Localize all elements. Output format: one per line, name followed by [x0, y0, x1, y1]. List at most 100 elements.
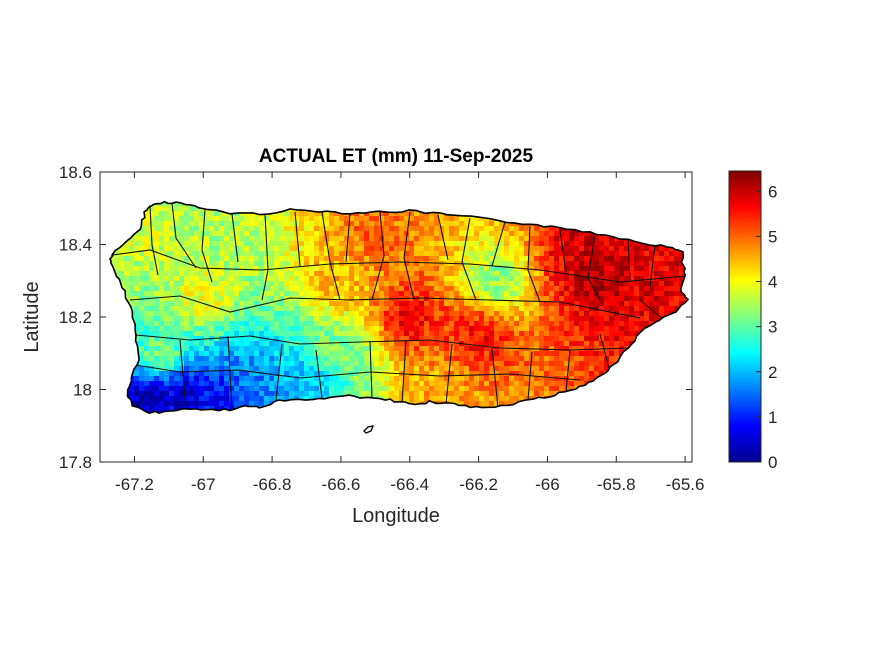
- heat-cell: [149, 356, 155, 362]
- heat-cell: [419, 271, 425, 277]
- heat-cell: [399, 316, 405, 322]
- heat-cell: [524, 296, 530, 302]
- heat-cell: [349, 286, 355, 292]
- heat-cell: [164, 301, 170, 307]
- heat-cell: [179, 266, 185, 272]
- heat-cell: [584, 356, 590, 362]
- heat-cell: [134, 381, 140, 387]
- heat-cell: [149, 361, 155, 367]
- heat-cell: [479, 356, 485, 362]
- heat-cell: [604, 241, 610, 247]
- heat-cell: [254, 391, 260, 397]
- heat-cell: [194, 401, 200, 407]
- heat-cell: [184, 381, 190, 387]
- heat-cell: [194, 236, 200, 242]
- heat-cell: [289, 381, 295, 387]
- heat-cell: [154, 286, 160, 292]
- heat-cell: [414, 291, 420, 297]
- heat-cell: [219, 251, 225, 257]
- heat-cell: [514, 336, 520, 342]
- heat-cell: [159, 236, 165, 242]
- heat-cell: [639, 296, 645, 302]
- heat-cell: [579, 321, 585, 327]
- heat-cell: [269, 356, 275, 362]
- heat-cell: [469, 296, 475, 302]
- heat-cell: [239, 246, 245, 252]
- heat-cell: [529, 226, 535, 232]
- heat-cell: [474, 401, 480, 407]
- heat-cell: [349, 386, 355, 392]
- heat-cell: [189, 211, 195, 217]
- heat-cell: [574, 251, 580, 257]
- heat-cell: [214, 321, 220, 327]
- heat-cell: [204, 401, 210, 407]
- heat-cell: [449, 231, 455, 237]
- heat-cell: [419, 246, 425, 252]
- heat-cell: [274, 236, 280, 242]
- heat-cell: [144, 286, 150, 292]
- heat-cell: [174, 341, 180, 347]
- heat-cell: [399, 281, 405, 287]
- heat-cell: [674, 256, 680, 262]
- heat-cell: [184, 311, 190, 317]
- heat-cell: [224, 271, 230, 277]
- heat-cell: [649, 281, 655, 287]
- heat-cell: [389, 356, 395, 362]
- heat-cell: [519, 321, 525, 327]
- heat-cell: [384, 371, 390, 377]
- heat-cell: [329, 321, 335, 327]
- heat-cell: [229, 251, 235, 257]
- heat-cell: [264, 321, 270, 327]
- heat-cell: [594, 341, 600, 347]
- heat-cell: [409, 396, 415, 402]
- heat-cell: [414, 226, 420, 232]
- heat-cell: [164, 261, 170, 267]
- heat-cell: [599, 366, 605, 372]
- heat-cell: [414, 311, 420, 317]
- heat-cell: [229, 261, 235, 267]
- heat-cell: [294, 261, 300, 267]
- heat-cell: [484, 316, 490, 322]
- heat-cell: [454, 286, 460, 292]
- heat-cell: [344, 331, 350, 337]
- heat-cell: [194, 256, 200, 262]
- heat-cell: [449, 351, 455, 357]
- heat-cell: [569, 286, 575, 292]
- heat-cell: [519, 271, 525, 277]
- heat-cell: [139, 376, 145, 382]
- heat-cell: [474, 376, 480, 382]
- heat-cell: [339, 231, 345, 237]
- heat-cell: [359, 331, 365, 337]
- heat-cell: [324, 306, 330, 312]
- heat-cell: [349, 366, 355, 372]
- heat-cell: [639, 256, 645, 262]
- heat-cell: [484, 361, 490, 367]
- heat-cell: [299, 381, 305, 387]
- heat-cell: [224, 241, 230, 247]
- heat-cell: [194, 351, 200, 357]
- heat-cell: [424, 261, 430, 267]
- heat-cell: [599, 311, 605, 317]
- heat-cell: [309, 331, 315, 337]
- heat-cell: [444, 386, 450, 392]
- heat-cell: [474, 281, 480, 287]
- heat-cell: [584, 266, 590, 272]
- heat-cell: [194, 251, 200, 257]
- heat-cell: [314, 236, 320, 242]
- heat-cell: [289, 246, 295, 252]
- heat-cell: [584, 376, 590, 382]
- heat-cell: [314, 376, 320, 382]
- heat-cell: [624, 311, 630, 317]
- heat-cell: [374, 326, 380, 332]
- heat-cell: [459, 221, 465, 227]
- heat-cell: [299, 271, 305, 277]
- heat-cell: [419, 331, 425, 337]
- heat-cell: [199, 211, 205, 217]
- heat-cell: [274, 331, 280, 337]
- heat-cell: [354, 381, 360, 387]
- heat-cell: [404, 261, 410, 267]
- heat-cell: [284, 251, 290, 257]
- heat-cell: [384, 301, 390, 307]
- heat-cell: [614, 331, 620, 337]
- heat-cell: [424, 281, 430, 287]
